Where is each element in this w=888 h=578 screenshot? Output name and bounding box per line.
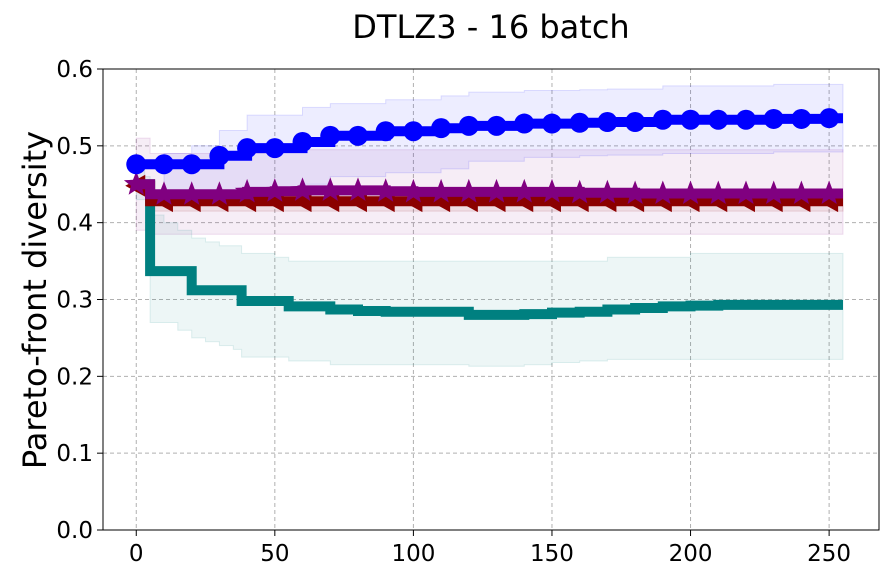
data-point-purple-star [290,177,315,201]
x-tick-label: 100 [391,541,435,567]
data-point-purple-star [650,180,676,204]
data-point-blue-circle [237,138,258,159]
x-tick-label: 150 [530,541,574,567]
data-point-purple-star [234,178,260,203]
data-point-blue-circle [652,109,673,130]
data-point-purple-star [262,178,288,202]
data-point-blue-circle [569,112,590,133]
data-point-blue-circle [458,115,479,136]
x-tick-label: 200 [669,541,713,567]
data-point-blue-circle [708,109,729,130]
y-tick-label: 0.2 [56,364,93,390]
y-tick-label: 0.0 [56,518,93,544]
data-point-purple-star [789,180,814,204]
y-tick-label: 0.5 [56,134,93,160]
confidence-band-teal-line [135,168,844,367]
data-point-blue-circle [431,118,452,139]
y-axis-label: Pareto-front diversity [16,131,54,469]
data-point-purple-star [678,180,703,204]
data-point-purple-star [456,178,482,203]
data-point-purple-star [207,181,232,205]
y-tick-label: 0.6 [56,57,93,83]
data-point-blue-circle [181,154,202,175]
data-point-blue-circle [403,121,424,142]
data-point-purple-star [539,178,565,203]
data-point-blue-circle [763,108,784,129]
data-point-purple-star [595,179,620,204]
series-line-blue-circle [136,113,843,170]
data-point-blue-circle [209,145,230,166]
data-point-purple-star [317,177,343,201]
y-tick-label: 0.1 [56,441,93,467]
data-point-blue-circle [153,154,174,175]
data-point-purple-star [484,178,509,203]
x-tick-label: 0 [129,541,144,567]
data-point-blue-circle [264,138,285,159]
data-point-purple-star [345,177,371,201]
data-point-purple-star [567,179,592,204]
data-point-purple-star [151,181,177,205]
data-point-purple-star [816,180,842,204]
data-point-purple-star [511,178,537,203]
data-point-purple-star [622,180,648,204]
data-point-blue-circle [791,108,812,129]
y-tick-label: 0.3 [56,288,93,314]
data-point-purple-star [373,178,398,202]
x-tick-label: 250 [807,541,851,567]
data-point-blue-circle [514,113,535,134]
data-point-blue-circle [486,115,507,136]
data-point-purple-star [179,181,204,205]
data-point-blue-circle [541,113,562,134]
y-tick-label: 0.4 [56,211,93,237]
data-point-blue-circle [347,125,368,146]
data-point-purple-star [401,178,426,203]
data-point-blue-circle [819,108,840,129]
data-point-blue-circle [625,112,646,133]
data-point-purple-star [428,178,454,203]
data-point-purple-star [761,180,786,204]
data-point-blue-circle [735,109,756,130]
plot-area: 0 50 100 150 200 250 0.0 0.1 0.2 0.3 0.4 0.5 0.6 [56,57,880,567]
data-point-blue-circle [375,121,396,142]
x-tick-label: 50 [260,541,289,567]
series-line-teal-line [136,179,843,320]
data-point-blue-circle [320,125,341,146]
data-point-purple-star [733,180,759,204]
data-point-purple-star [705,180,731,204]
data-point-blue-circle [292,131,313,152]
data-point-blue-circle [597,112,618,133]
data-point-purple-star [123,171,149,195]
data-point-blue-circle [126,154,147,175]
data-point-blue-circle [680,109,701,130]
chart-title: DTLZ3 - 16 batch [352,8,629,46]
